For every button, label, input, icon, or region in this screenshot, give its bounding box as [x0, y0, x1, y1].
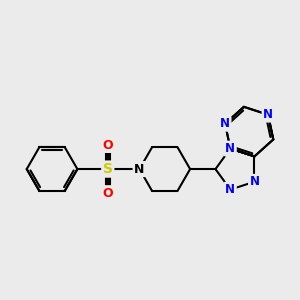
Text: S: S — [103, 162, 113, 176]
Text: O: O — [103, 187, 113, 200]
Text: N: N — [225, 142, 236, 155]
Text: O: O — [103, 139, 113, 152]
Text: N: N — [249, 175, 260, 188]
Text: N: N — [134, 163, 145, 176]
Text: N: N — [263, 108, 273, 121]
Text: N: N — [134, 163, 145, 176]
Text: N: N — [225, 183, 236, 196]
Text: N: N — [220, 117, 230, 130]
